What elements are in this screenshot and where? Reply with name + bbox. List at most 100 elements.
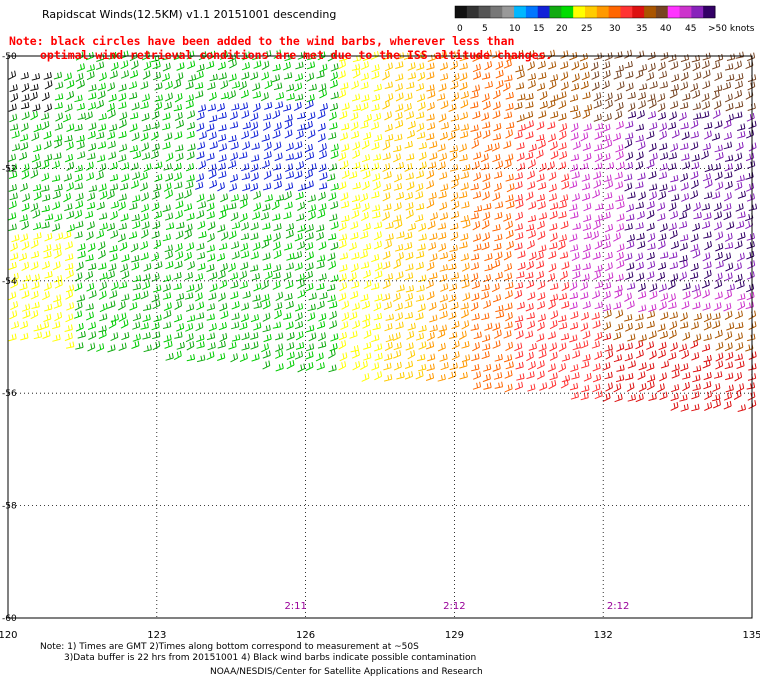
wind-barb	[384, 111, 392, 121]
wind-barb	[627, 360, 636, 369]
wind-barb	[482, 274, 492, 283]
wind-barb	[748, 203, 758, 211]
wind-barb	[352, 69, 361, 79]
wind-barb	[66, 79, 75, 89]
wind-barb	[74, 310, 83, 319]
wind-barb	[8, 171, 18, 179]
wind-barb	[427, 220, 436, 230]
wind-barb	[460, 215, 469, 223]
wind-barb	[20, 320, 29, 330]
wind-barb	[294, 262, 303, 271]
wind-barb	[8, 103, 17, 112]
wind-barb	[625, 372, 634, 381]
wind-barb	[405, 153, 415, 161]
wind-barb	[63, 173, 72, 182]
wind-barb	[341, 300, 350, 310]
wind-barb	[21, 202, 30, 212]
wind-barb	[231, 251, 240, 260]
colorbar-tick-label: 40	[660, 24, 672, 34]
wind-barb	[682, 290, 691, 300]
wind-barb	[228, 262, 236, 273]
wind-barb	[482, 181, 491, 191]
wind-barb	[273, 173, 282, 182]
wind-barb	[558, 314, 567, 323]
wind-barb	[525, 120, 534, 129]
wind-barb	[583, 123, 592, 132]
wind-barb	[283, 271, 292, 281]
wind-barb	[251, 154, 260, 162]
wind-barb	[252, 82, 261, 92]
wind-barb	[77, 243, 86, 251]
wind-barb	[638, 334, 647, 342]
wind-barb	[219, 332, 228, 343]
wind-barb	[371, 162, 380, 171]
wind-barb	[494, 211, 503, 220]
wind-barb	[583, 202, 592, 212]
wind-barb	[635, 134, 644, 143]
wind-barb	[734, 80, 743, 90]
wind-barb	[514, 131, 523, 140]
wind-barb	[85, 303, 94, 311]
wind-barb	[580, 80, 589, 90]
wind-barb	[725, 384, 734, 393]
wind-barb	[602, 392, 611, 402]
colorbar-tick-label: 45	[685, 24, 696, 34]
wind-barb	[186, 212, 195, 221]
wind-barb	[491, 283, 500, 293]
wind-barb	[328, 260, 337, 270]
wind-barb	[307, 303, 316, 312]
wind-barb	[714, 291, 723, 300]
wind-barb	[328, 301, 338, 309]
wind-barb	[481, 283, 490, 292]
wind-barb	[659, 391, 668, 401]
wind-barb	[682, 372, 691, 380]
wind-barb	[284, 293, 293, 301]
wind-barb	[338, 222, 347, 232]
wind-barb	[737, 231, 746, 241]
wind-barb	[635, 393, 644, 403]
wind-barb	[429, 272, 438, 280]
wind-barb	[76, 294, 86, 302]
wind-barb	[648, 142, 657, 152]
wind-barb	[667, 184, 677, 193]
wind-barb	[561, 261, 570, 270]
wind-barb	[85, 231, 94, 241]
wind-barb	[275, 363, 284, 372]
wind-barb	[733, 390, 742, 400]
wind-barb	[395, 120, 404, 129]
wind-barb	[526, 260, 534, 271]
wind-barb	[472, 342, 480, 352]
wind-barb	[372, 173, 381, 182]
wind-barb	[272, 264, 282, 273]
wind-barb	[671, 129, 680, 139]
wind-barb	[582, 330, 591, 340]
wind-barb	[614, 92, 623, 102]
wind-barb	[140, 132, 149, 142]
wind-barb	[636, 50, 645, 59]
wind-barb	[624, 314, 633, 322]
wind-barb	[209, 283, 218, 292]
wind-barb	[40, 112, 50, 121]
wind-barb	[625, 82, 634, 92]
wind-barb	[725, 351, 734, 361]
wind-barb	[230, 194, 239, 202]
wind-barb	[459, 154, 468, 162]
wind-barb	[151, 143, 160, 152]
wind-barb	[605, 272, 614, 281]
wind-barb	[547, 331, 556, 340]
wind-barb	[679, 101, 689, 110]
wind-barb	[723, 120, 732, 129]
wind-barb	[121, 270, 130, 280]
wind-barb	[31, 281, 40, 290]
wind-barb	[362, 222, 371, 232]
wind-barb	[701, 343, 711, 352]
wind-barb	[734, 240, 743, 250]
wind-barb	[591, 340, 600, 349]
wind-barb	[74, 301, 83, 311]
wind-barb	[338, 340, 347, 350]
wind-barb	[747, 81, 756, 91]
wind-barb	[393, 144, 402, 153]
wind-barb	[240, 261, 249, 271]
wind-barb	[659, 81, 668, 89]
wind-barb	[120, 213, 129, 222]
